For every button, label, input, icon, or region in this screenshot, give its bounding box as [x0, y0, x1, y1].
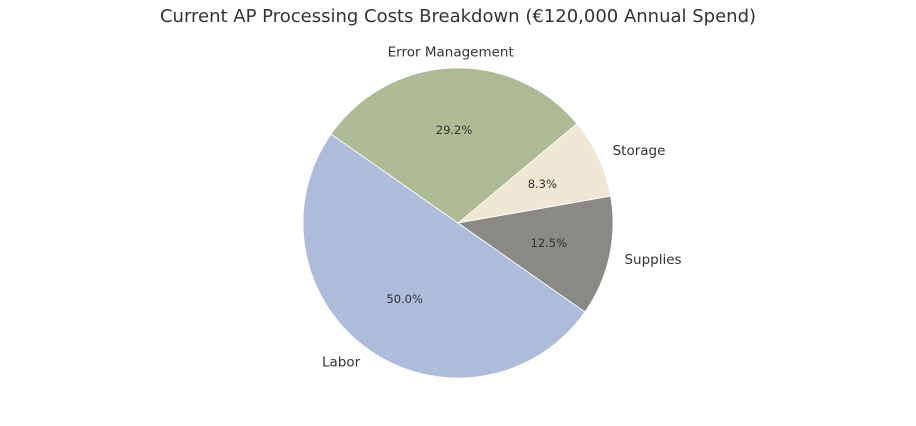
pie-slices [302, 67, 614, 379]
pie-slice-supplies [456, 195, 614, 313]
pct-label-error-management: 29.2% [436, 123, 473, 137]
slice-label-storage: Storage [613, 143, 666, 159]
pie-slice-error-management [330, 67, 578, 224]
pie-slice-labor [302, 133, 586, 379]
pie-labels: 50.0% Labor 12.5% Supplies 8.3% Storage 29.2% E… [322, 45, 682, 371]
chart-title: Current AP Processing Costs Breakdown (€… [160, 6, 756, 27]
slice-label-labor: Labor [322, 355, 361, 371]
slice-label-error-management: Error Management [388, 45, 514, 61]
slice-label-supplies: Supplies [624, 252, 681, 268]
pct-label-storage: 8.3% [528, 177, 557, 191]
pct-label-labor: 50.0% [386, 292, 423, 306]
pct-label-supplies: 12.5% [531, 236, 568, 250]
